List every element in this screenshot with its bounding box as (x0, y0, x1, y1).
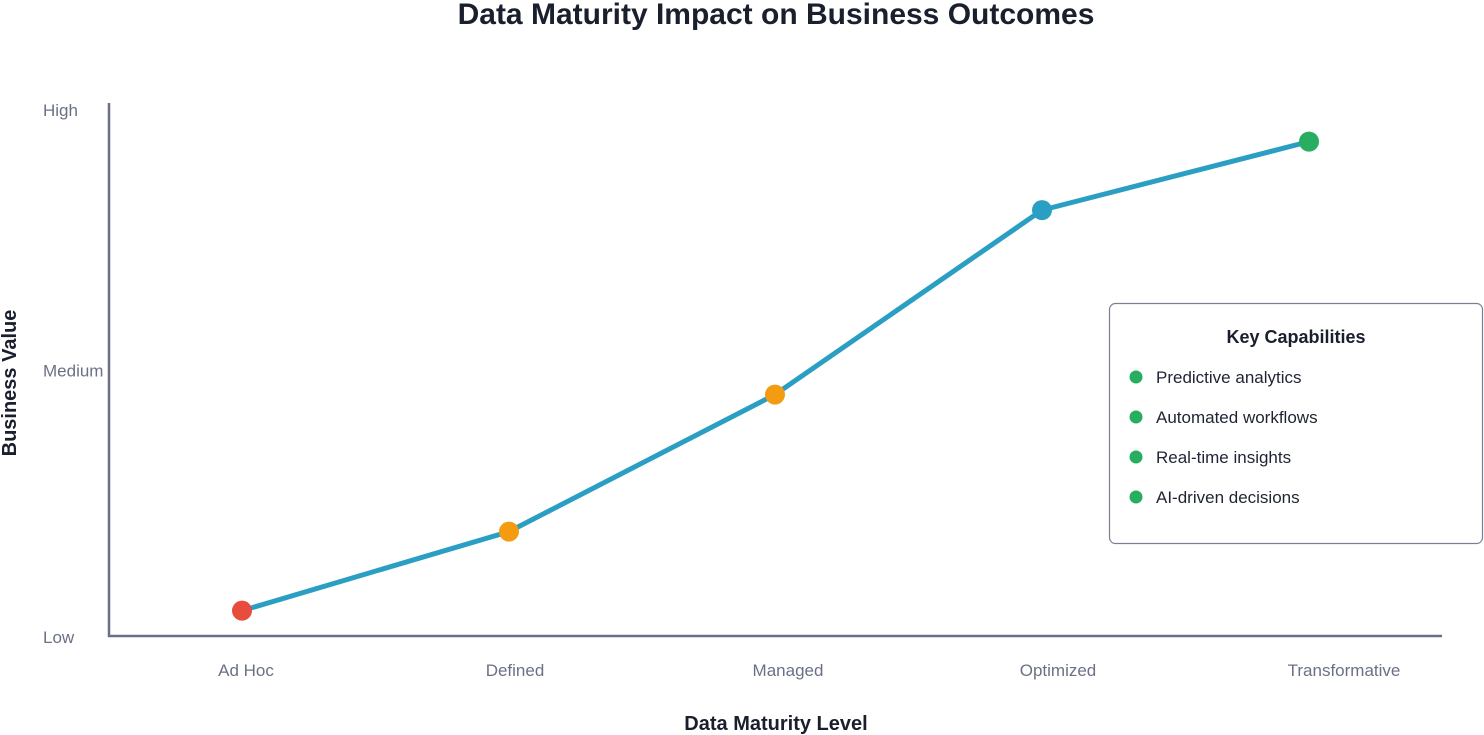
x-tick-label: Ad Hoc (218, 661, 274, 680)
x-tick-label: Managed (753, 661, 824, 680)
legend-bullet-icon (1129, 410, 1143, 424)
y-tick-label: Low (43, 628, 75, 647)
y-axis-label: Business Value (0, 310, 21, 457)
legend-bullet-icon (1129, 490, 1143, 504)
x-tick-label: Transformative (1288, 661, 1401, 680)
legend-title: Key Capabilities (1226, 327, 1365, 347)
legend-bullet-icon (1129, 450, 1143, 464)
data-point (1299, 131, 1319, 152)
x-axis-label: Data Maturity Level (684, 713, 867, 735)
data-point (232, 600, 252, 621)
x-tick-label: Defined (486, 661, 545, 680)
legend-item: Automated workflows (1156, 408, 1318, 427)
y-tick-label: Medium (43, 362, 103, 381)
legend-box (1108, 302, 1484, 545)
data-point (1032, 200, 1052, 221)
data-point (499, 521, 519, 542)
legend-item: AI-driven decisions (1156, 488, 1300, 507)
legend: Key Capabilities Predictive analytics Aut… (1108, 302, 1484, 545)
legend-item: Real-time insights (1156, 448, 1291, 467)
chart-title: Data Maturity Impact on Business Outcome… (458, 0, 1095, 31)
x-tick-label: Optimized (1020, 661, 1097, 680)
y-tick-label: High (43, 101, 78, 120)
data-point (765, 384, 785, 405)
legend-bullet-icon (1129, 370, 1143, 384)
legend-item: Predictive analytics (1156, 368, 1302, 387)
